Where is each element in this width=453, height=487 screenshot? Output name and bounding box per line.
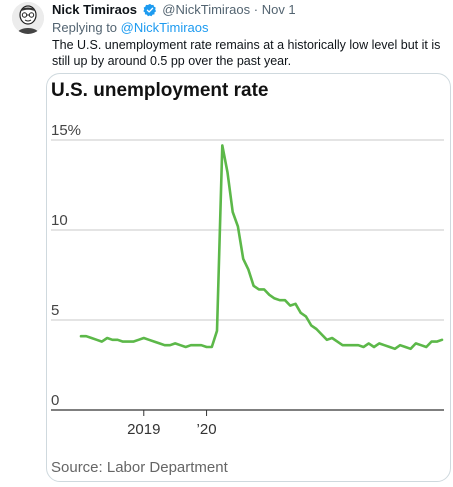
x-tick-label: ’20 xyxy=(197,421,217,438)
header-separator: · xyxy=(253,2,259,17)
y-tick-label: 10 xyxy=(51,212,68,229)
chart-title: U.S. unemployment rate xyxy=(51,80,269,101)
replying-to: Replying to @NickTimiraos xyxy=(52,20,209,36)
author-handle[interactable]: @NickTimiraos xyxy=(162,2,251,17)
avatar-icon xyxy=(12,2,44,34)
x-tick-label: 2019 xyxy=(127,421,160,438)
unemployment-rate-line xyxy=(79,144,444,351)
y-tick-label: 0 xyxy=(51,392,59,409)
tweet-text: The U.S. unemployment rate remains at a … xyxy=(52,38,441,68)
y-tick-label: 15% xyxy=(51,122,81,139)
verified-badge-icon xyxy=(143,3,157,21)
chart-card[interactable]: U.S. unemployment rate 15% 10 5 0 2019 ’20 S… xyxy=(46,73,451,482)
tweet-header: Nick Timiraos @NickTimiraos · Nov 1 xyxy=(52,2,296,21)
replying-mention-link[interactable]: @NickTimiraos xyxy=(120,20,209,35)
avatar[interactable] xyxy=(12,2,44,34)
replying-prefix: Replying to xyxy=(52,20,118,35)
tweet-date[interactable]: Nov 1 xyxy=(261,2,296,17)
chart-source: Source: Labor Department xyxy=(51,459,229,476)
y-tick-label: 5 xyxy=(51,302,59,319)
unemployment-chart: U.S. unemployment rate 15% 10 5 0 2019 ’20 S… xyxy=(51,80,444,476)
author-name[interactable]: Nick Timiraos xyxy=(52,2,138,17)
